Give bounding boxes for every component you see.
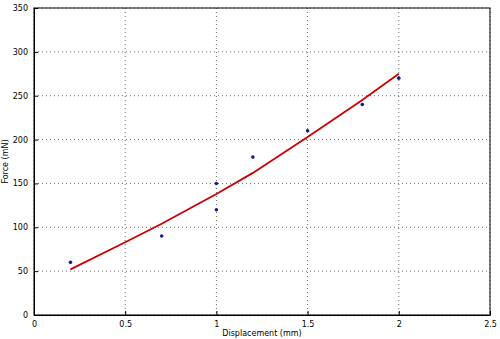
tick-label: 100 bbox=[13, 223, 28, 232]
tick: 1.5 bbox=[302, 311, 315, 329]
tick: 350 bbox=[13, 4, 38, 13]
tick-label: 300 bbox=[13, 48, 28, 57]
tick-mark bbox=[34, 227, 38, 228]
grid-line bbox=[216, 8, 217, 315]
grid-line bbox=[125, 8, 126, 315]
fit-line bbox=[70, 74, 398, 270]
tick: 2 bbox=[397, 311, 402, 329]
x-axis-title: Displacement (mm) bbox=[222, 329, 301, 338]
tick: 300 bbox=[13, 48, 38, 57]
tick-label: 1 bbox=[214, 320, 219, 329]
tick-label: 250 bbox=[13, 92, 28, 101]
data-point bbox=[69, 261, 73, 265]
tick-label: 150 bbox=[13, 179, 28, 188]
grid-line bbox=[34, 183, 490, 184]
x-axis: 0 0.5 1 1.5 2 2.5 bbox=[32, 311, 497, 329]
tick: 0 bbox=[23, 311, 38, 320]
grid-line bbox=[34, 139, 490, 140]
plot: 0 0.5 1 1.5 2 2.5 0 50 100 150 200 250 300 350 bbox=[13, 4, 497, 329]
grid-line bbox=[307, 8, 308, 315]
plot-background bbox=[34, 8, 490, 315]
grid-line bbox=[34, 51, 490, 52]
tick-label: 1.5 bbox=[302, 320, 315, 329]
tick: 2.5 bbox=[484, 311, 497, 329]
grid-line bbox=[398, 8, 399, 315]
tick-label: 0 bbox=[23, 311, 28, 320]
tick-mark bbox=[34, 271, 38, 272]
y-axis-title: Force (mN) bbox=[1, 139, 10, 183]
tick-label: 2 bbox=[397, 320, 402, 329]
tick-mark bbox=[34, 140, 38, 141]
tick: 250 bbox=[13, 92, 38, 101]
data-point bbox=[306, 129, 310, 133]
tick: 50 bbox=[18, 267, 38, 276]
data-point bbox=[361, 103, 365, 107]
data-point bbox=[251, 155, 255, 159]
tick-mark bbox=[125, 311, 126, 315]
tick-mark bbox=[308, 311, 309, 315]
marks bbox=[69, 74, 401, 270]
grid-line bbox=[34, 227, 490, 228]
tick-mark bbox=[34, 8, 38, 9]
grid-line bbox=[34, 271, 490, 272]
data-point bbox=[215, 208, 219, 212]
tick: 150 bbox=[13, 179, 38, 188]
tick-mark bbox=[399, 311, 400, 315]
y-axis: 0 50 100 150 200 250 300 350 bbox=[13, 4, 38, 320]
tick-label: 200 bbox=[13, 136, 28, 145]
data-point bbox=[215, 182, 219, 186]
tick: 1 bbox=[214, 311, 219, 329]
data-point bbox=[397, 76, 401, 80]
axis-line bbox=[35, 315, 491, 316]
axis-line bbox=[34, 9, 35, 316]
tick: 200 bbox=[13, 136, 38, 145]
tick-label: 0 bbox=[32, 320, 37, 329]
tick-mark bbox=[216, 311, 217, 315]
tick-label: 350 bbox=[13, 4, 28, 13]
tick: 0.5 bbox=[119, 311, 132, 329]
frame bbox=[34, 8, 490, 315]
grid-line bbox=[34, 95, 490, 96]
tick-label: 50 bbox=[18, 267, 28, 276]
chart: 0 0.5 1 1.5 2 2.5 0 50 100 150 200 250 300 350 Displac… bbox=[0, 0, 500, 339]
tick-mark bbox=[34, 315, 38, 316]
tick-mark bbox=[34, 96, 38, 97]
tick-mark bbox=[34, 52, 38, 53]
tick-label: 0.5 bbox=[119, 320, 132, 329]
tick: 100 bbox=[13, 223, 38, 232]
tick-label: 2.5 bbox=[484, 320, 497, 329]
tick-mark bbox=[34, 183, 38, 184]
grid bbox=[34, 8, 490, 315]
data-point bbox=[160, 234, 164, 238]
tick-mark bbox=[490, 311, 491, 315]
